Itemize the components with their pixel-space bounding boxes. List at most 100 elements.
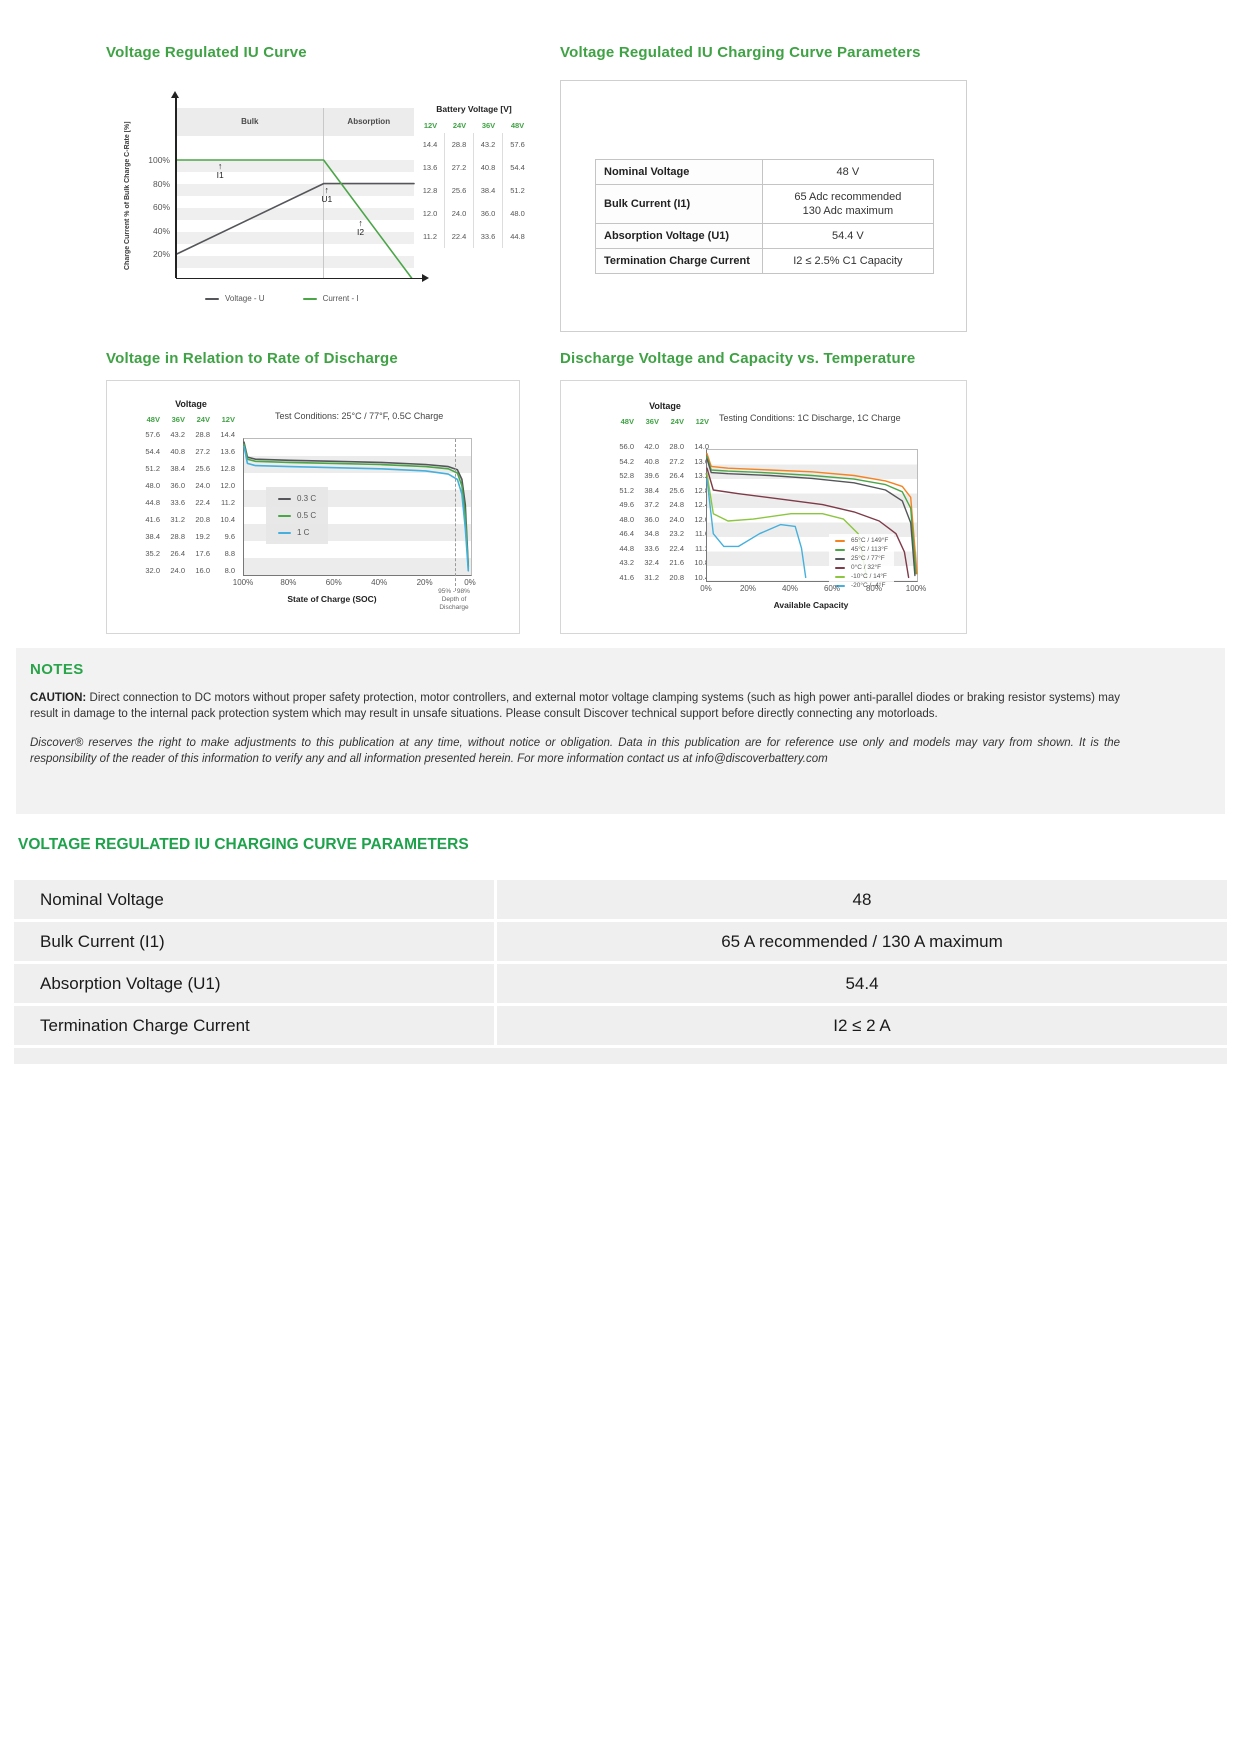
y-tick-label: 20% [152,249,170,260]
scale-value: 25.6 [669,485,684,495]
scale-value: 24.8 [669,500,684,509]
scale-value: 41.6 [145,515,160,524]
scale-value: 25.6 [195,464,210,473]
y-axis-arrow-icon [171,91,180,98]
scale-value: 21.6 [669,558,684,567]
series-line [706,458,916,577]
caution-label: CAUTION: [30,692,87,704]
annotation-arrow-icon: ↑ [324,184,330,195]
scale-value: 40.8 [474,156,503,179]
annotation-label: I1 [216,170,224,180]
scale-value: 12.0 [220,481,235,490]
scale-value: 33.6 [474,225,503,248]
voltage-column-label: 36V [481,121,496,130]
dod-note-line: Discharge [439,604,469,611]
legend-item: Voltage - U [205,294,265,303]
voltage-scale-values: 57.6 43.2 28.8 14.4 54.4 40.8 27.2 13.6 51.2 38.4… [137,430,237,583]
voltage-column-label: 12V [695,417,709,426]
legend-label: 25°C / 77°F [851,555,885,562]
scale-value: 33.6 [170,498,185,507]
voltage-column-label: 48V [510,121,525,130]
row-label: Bulk Current (I1) [14,922,494,961]
c-rate-legend: 0.3 C 0.5 C 1 C [266,487,329,544]
scale-value: 24.0 [445,202,474,225]
legend-swatch [278,497,291,500]
scale-value: 48.0 [510,209,525,218]
y-axis-line [175,98,177,278]
legend-swatch [205,297,219,300]
scale-value: 26.4 [669,471,684,480]
depth-of-discharge-line [455,439,457,591]
scale-value: 12.8 [694,485,709,495]
voltage-column-label: 48V [620,417,634,426]
series-line [175,159,413,279]
table-row: Absorption Voltage (U1) 54.4 [14,964,1227,1003]
scale-value: 26.4 [170,549,185,558]
scale-value: 56.0 [619,442,634,451]
x-tick-label: 60% [823,584,840,593]
curve-annotation: ↑ I1 [216,161,224,181]
parameter-row: Absorption Voltage (U1) 54.4 V [596,223,933,248]
x-tick-label: 40% [781,584,798,593]
scale-value: 14.4 [416,133,445,156]
scale-value: 44.8 [145,498,160,507]
annotation-arrow-icon: ↑ [358,217,363,228]
notes-section: NOTES CAUTION: Direct connection to DC m… [16,648,1225,814]
temperature-legend: 65°C / 149°F 45°C / 113°F 25°C / 77°F 0°C /… [829,534,895,593]
scale-value: 48.0 [619,514,634,524]
discharge-soc-plot-area: 0.3 C 0.5 C 1 C [243,438,472,591]
legend-swatch [835,585,845,587]
scale-value: 41.6 [619,572,634,582]
scale-value: 34.8 [644,529,659,538]
voltage-column-label: 24V [196,415,210,424]
disclaimer-paragraph: Discover® reserves the right to make adj… [30,737,1120,765]
parameter-row: Bulk Current (I1) 65 Adc recommended 130 A… [596,184,933,223]
scale-value: 43.2 [170,430,185,439]
scale-value: 27.2 [195,447,210,456]
scale-value: 19.2 [195,532,210,541]
iu-curve-chart: Charge Current % of Bulk Charge C-Rate [… [106,91,538,322]
scale-value: 10.4 [220,515,235,524]
legend-swatch [835,549,845,551]
iu-curve-series [175,159,415,279]
scale-value: 9.6 [224,532,235,541]
scale-value: 22.4 [195,498,210,507]
row-label: Termination Charge Current [14,1006,494,1045]
parameter-value: I2 ≤ 2.5% C1 Capacity [763,249,933,273]
scale-value: 11.2 [220,498,235,507]
y-tick-label: 60% [152,202,170,213]
legend-swatch [835,576,845,578]
curve-annotation: ↑ U1 [321,184,332,204]
scale-value: 24.0 [170,566,185,575]
parameter-value-line: 130 Adc maximum [802,205,894,217]
x-tick-label: 80% [280,578,297,587]
legend-label: -10°C / 14°F [851,573,887,580]
x-tick-label: 80% [865,584,882,593]
scale-value: 31.2 [170,515,185,524]
series-line [243,445,470,572]
battery-voltage-header: Battery Voltage [V] [436,104,512,114]
table-row: Bulk Current (I1) 65 A recommended / 130 … [14,922,1227,961]
row-value: 54.4 [497,964,1227,1003]
scale-value: 36.0 [644,514,659,524]
notes-heading: NOTES [30,661,84,678]
parameter-value-line: I2 ≤ 2.5% C1 Capacity [793,255,903,267]
parameter-row: Nominal Voltage 48 V [596,160,933,184]
legend-item: 0.5 C [278,511,316,520]
temp-capacity-series [706,452,918,579]
soc-x-axis-label: State of Charge (SOC) [287,594,377,604]
series-line [706,473,868,579]
bulk-phase-label: Bulk [241,117,259,126]
scale-value: 57.6 [510,140,525,149]
testing-conditions: Testing Conditions: 1C Discharge, 1C Cha… [719,413,901,423]
legend-item: -20°C / -4°F [835,582,888,590]
scale-value: 57.6 [145,430,160,439]
table-footer-strip [14,1048,1227,1064]
scale-value: 38.4 [145,532,160,541]
series-line [706,455,917,575]
legend-swatch [278,531,291,534]
scale-value: 35.2 [145,549,160,558]
annotation-arrow-icon: ↑ [217,161,223,171]
row-value: 65 A recommended / 130 A maximum [497,922,1227,961]
